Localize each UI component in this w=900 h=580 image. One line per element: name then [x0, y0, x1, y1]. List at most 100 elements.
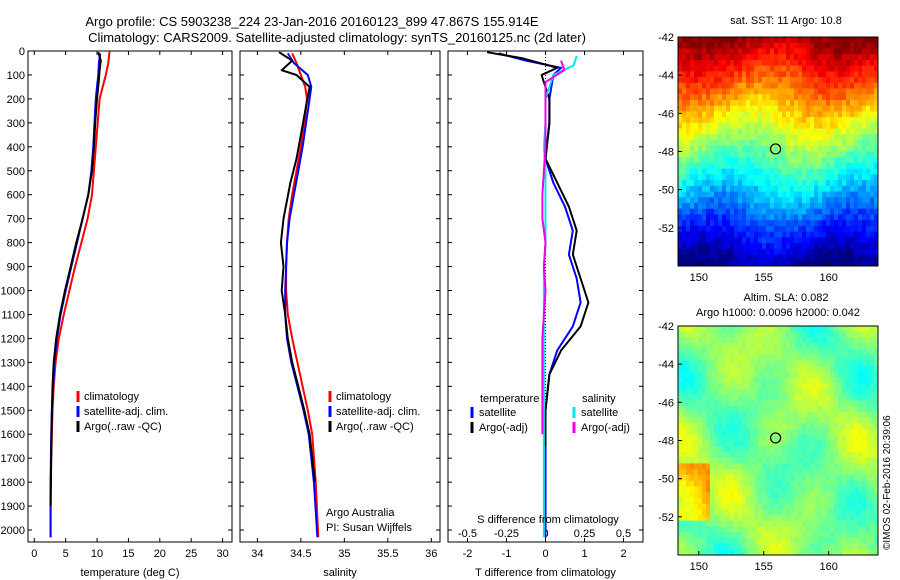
legend-entry: satellite: [479, 407, 516, 419]
s-tick-label: 0.25: [574, 528, 595, 540]
map-x-tick-label: 160: [819, 272, 837, 284]
x-axis-label: T difference from climatology: [475, 567, 616, 579]
legend-entry: satellite: [581, 407, 618, 419]
x-tick-label: 35.5: [377, 548, 398, 560]
series-line-3: [49, 51, 102, 507]
title-line-1: Argo profile: CS 5903238_224 23-Jan-2016…: [85, 14, 539, 29]
argo-location-marker: [769, 143, 782, 155]
legend-entry: satellite-adj. clim.: [84, 406, 168, 418]
y-tick-label: 1700: [1, 453, 25, 465]
map-title: Altim. SLA: 0.082: [744, 292, 829, 304]
map-y-tick-label: -48: [658, 147, 674, 159]
y-tick-label: 1100: [1, 309, 25, 321]
y-tick-label: 1400: [1, 381, 25, 393]
y-tick-label: 400: [7, 142, 25, 154]
y-tick-label: 900: [7, 262, 25, 274]
argo-location-marker: [769, 432, 782, 444]
x-tick-label: -2: [463, 548, 473, 560]
y-tick-label: 300: [7, 118, 25, 130]
credit-line-1: Argo Australia: [326, 507, 395, 519]
map-x-tick-label: 160: [819, 561, 837, 573]
x-tick-label: 1: [581, 548, 587, 560]
map-x-tick-label: 155: [755, 561, 773, 573]
y-tick-label: 1600: [1, 429, 25, 441]
map-y-tick-label: -50: [658, 474, 674, 486]
sst-map: sat. SST: 11 Argo: 10.8 150 155 160 -42 -44 -4…: [658, 15, 879, 284]
x-tick-label: 34.5: [290, 548, 311, 560]
plot-frame: [239, 50, 441, 543]
map-x-tick-label: 155: [755, 272, 773, 284]
legend-title-temperature: temperature: [480, 393, 539, 405]
series-line-2: [486, 51, 590, 447]
legend-entry: climatology: [336, 391, 392, 403]
y-tick-label: 1000: [1, 286, 25, 298]
plot-frame: [27, 50, 233, 543]
s-tick-label: 0.5: [616, 528, 631, 540]
legend-entry: climatology: [84, 391, 140, 403]
y-tick-label: 2000: [1, 525, 25, 537]
map-title: sat. SST: 11 Argo: 10.8: [730, 15, 842, 27]
imos-stamp: ©IMOS 02-Feb-2016 20:39:06: [882, 415, 893, 550]
map-y-tick-label: -42: [658, 321, 674, 333]
map-y-tick-label: -44: [658, 70, 674, 82]
y-tick-label: 1300: [1, 357, 25, 369]
legend-entry: Argo(..raw -QC): [84, 421, 162, 433]
x-tick-label: 2: [620, 548, 626, 560]
x-tick-label: 30: [216, 548, 228, 560]
y-tick-label: 200: [7, 94, 25, 106]
series-group: [49, 51, 111, 538]
s-tick-label: -0.5: [458, 528, 477, 540]
x-tick-label: 25: [185, 548, 197, 560]
map-subtitle: Argo h1000: 0.0096 h2000: 0.042: [696, 307, 860, 319]
map-y-tick-label: -42: [658, 32, 674, 44]
legend-title-salinity: salinity: [582, 393, 616, 405]
map-y-tick-label: -44: [658, 359, 674, 371]
series-group: [486, 51, 590, 538]
map-y-tick-label: -50: [658, 185, 674, 197]
s-difference-label: S difference from climatology: [477, 514, 619, 526]
x-axis-label: temperature (deg C): [80, 567, 179, 579]
x-tick-label: 5: [63, 548, 69, 560]
y-tick-label: 100: [7, 70, 25, 82]
map-cells: [678, 326, 879, 556]
legend-entry: satellite-adj. clim.: [336, 406, 420, 418]
credit-line-2: PI: Susan Wijffels: [326, 522, 412, 534]
x-tick-label: -1: [502, 548, 512, 560]
y-tick-label: 1200: [1, 333, 25, 345]
x-tick-label: 36: [425, 548, 437, 560]
series-group: [278, 51, 320, 538]
map-y-tick-label: -52: [658, 512, 674, 524]
salinity-panel: 34 34.5 35 35.5 36 salinity climatology satelli…: [239, 50, 441, 579]
series-line-3: [542, 55, 578, 538]
map-y-tick-label: -46: [658, 108, 674, 120]
title-line-2: Climatology: CARS2009. Satellite-adjuste…: [88, 30, 586, 45]
y-tick-label: 1900: [1, 501, 25, 513]
x-tick-label: 34: [251, 548, 263, 560]
sla-map: Altim. SLA: 0.082 Argo h1000: 0.0096 h200…: [658, 292, 879, 573]
y-tick-label: 600: [7, 190, 25, 202]
y-tick-label: 1800: [1, 477, 25, 489]
x-tick-label: 35: [338, 548, 350, 560]
difference-panel: -2 -1 0 1 2 T difference from climatology -0.5…: [447, 50, 644, 579]
y-tick-label: 500: [7, 166, 25, 178]
y-tick-label: 800: [7, 238, 25, 250]
legend-entry: Argo(-adj): [581, 422, 630, 434]
x-tick-label: 20: [154, 548, 166, 560]
x-tick-label: 0: [31, 548, 37, 560]
map-x-tick-label: 150: [690, 561, 708, 573]
y-tick-label: 0: [19, 46, 25, 58]
legend-entry: Argo(-adj): [479, 422, 528, 434]
map-y-tick-label: -46: [658, 397, 674, 409]
x-tick-label: 0: [542, 548, 548, 560]
s-tick-label: -0.25: [494, 528, 519, 540]
map-y-tick-label: -48: [658, 436, 674, 448]
legend-entry: Argo(..raw -QC): [336, 421, 414, 433]
y-tick-label: 1500: [1, 405, 25, 417]
y-tick-label: 700: [7, 214, 25, 226]
x-tick-label: 10: [91, 548, 103, 560]
temperature-panel: 0 5 10 15 20 25 300100200300400500600700800900…: [1, 46, 233, 579]
map-cells: [678, 37, 879, 267]
series-line-4: [541, 60, 566, 435]
map-y-tick-label: -52: [658, 223, 674, 235]
